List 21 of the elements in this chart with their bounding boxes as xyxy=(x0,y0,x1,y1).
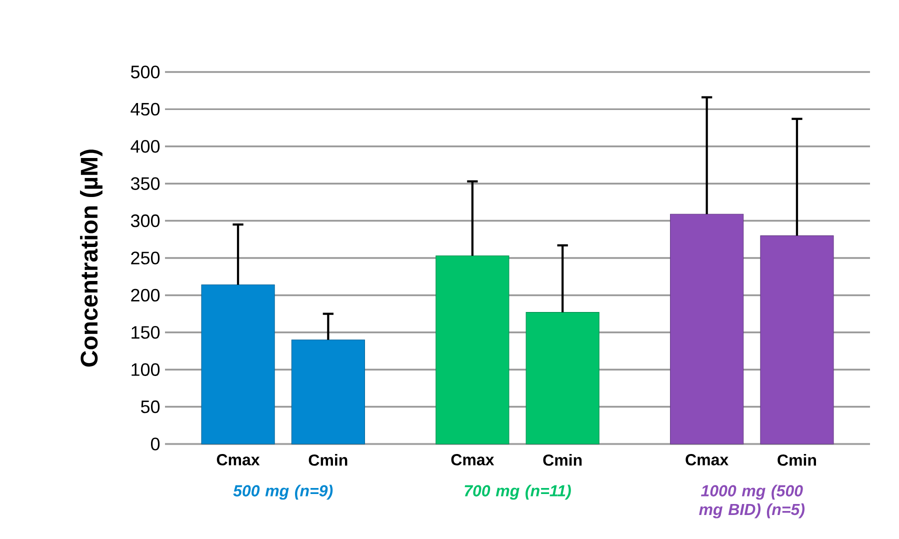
text: 700 mg (n=11) xyxy=(464,484,571,500)
x-tick-label: Cmax xyxy=(451,454,494,466)
y-tick-label: 50 xyxy=(140,400,160,414)
x-tick-label: Cmin xyxy=(778,454,816,466)
text: 500 mg (n=9) xyxy=(233,484,333,500)
y-tick-label: 450 xyxy=(130,102,160,116)
y-tick-label: 250 xyxy=(131,252,160,264)
y-tick-label: 200 xyxy=(131,288,160,302)
x-tick-label: Cmin xyxy=(308,454,348,466)
y-tick-label: 100 xyxy=(132,363,160,376)
y-tick-label: 350 xyxy=(130,177,160,190)
x-tick-label: Cmax xyxy=(686,454,728,466)
y-tick-label: 150 xyxy=(132,326,160,339)
y-axis-title: Concentration (µM) xyxy=(80,150,102,367)
y-tick-label: 300 xyxy=(130,214,160,228)
y-tick-label: 500 xyxy=(130,66,160,78)
text: 1000 mg (500 mg BID) (n=5) xyxy=(699,484,805,518)
x-tick-label: Cmin xyxy=(543,454,582,466)
y-tick-label: 0 xyxy=(150,438,160,450)
x-tick-label: Cmax xyxy=(216,454,260,466)
y-tick-label: 400 xyxy=(130,140,160,153)
